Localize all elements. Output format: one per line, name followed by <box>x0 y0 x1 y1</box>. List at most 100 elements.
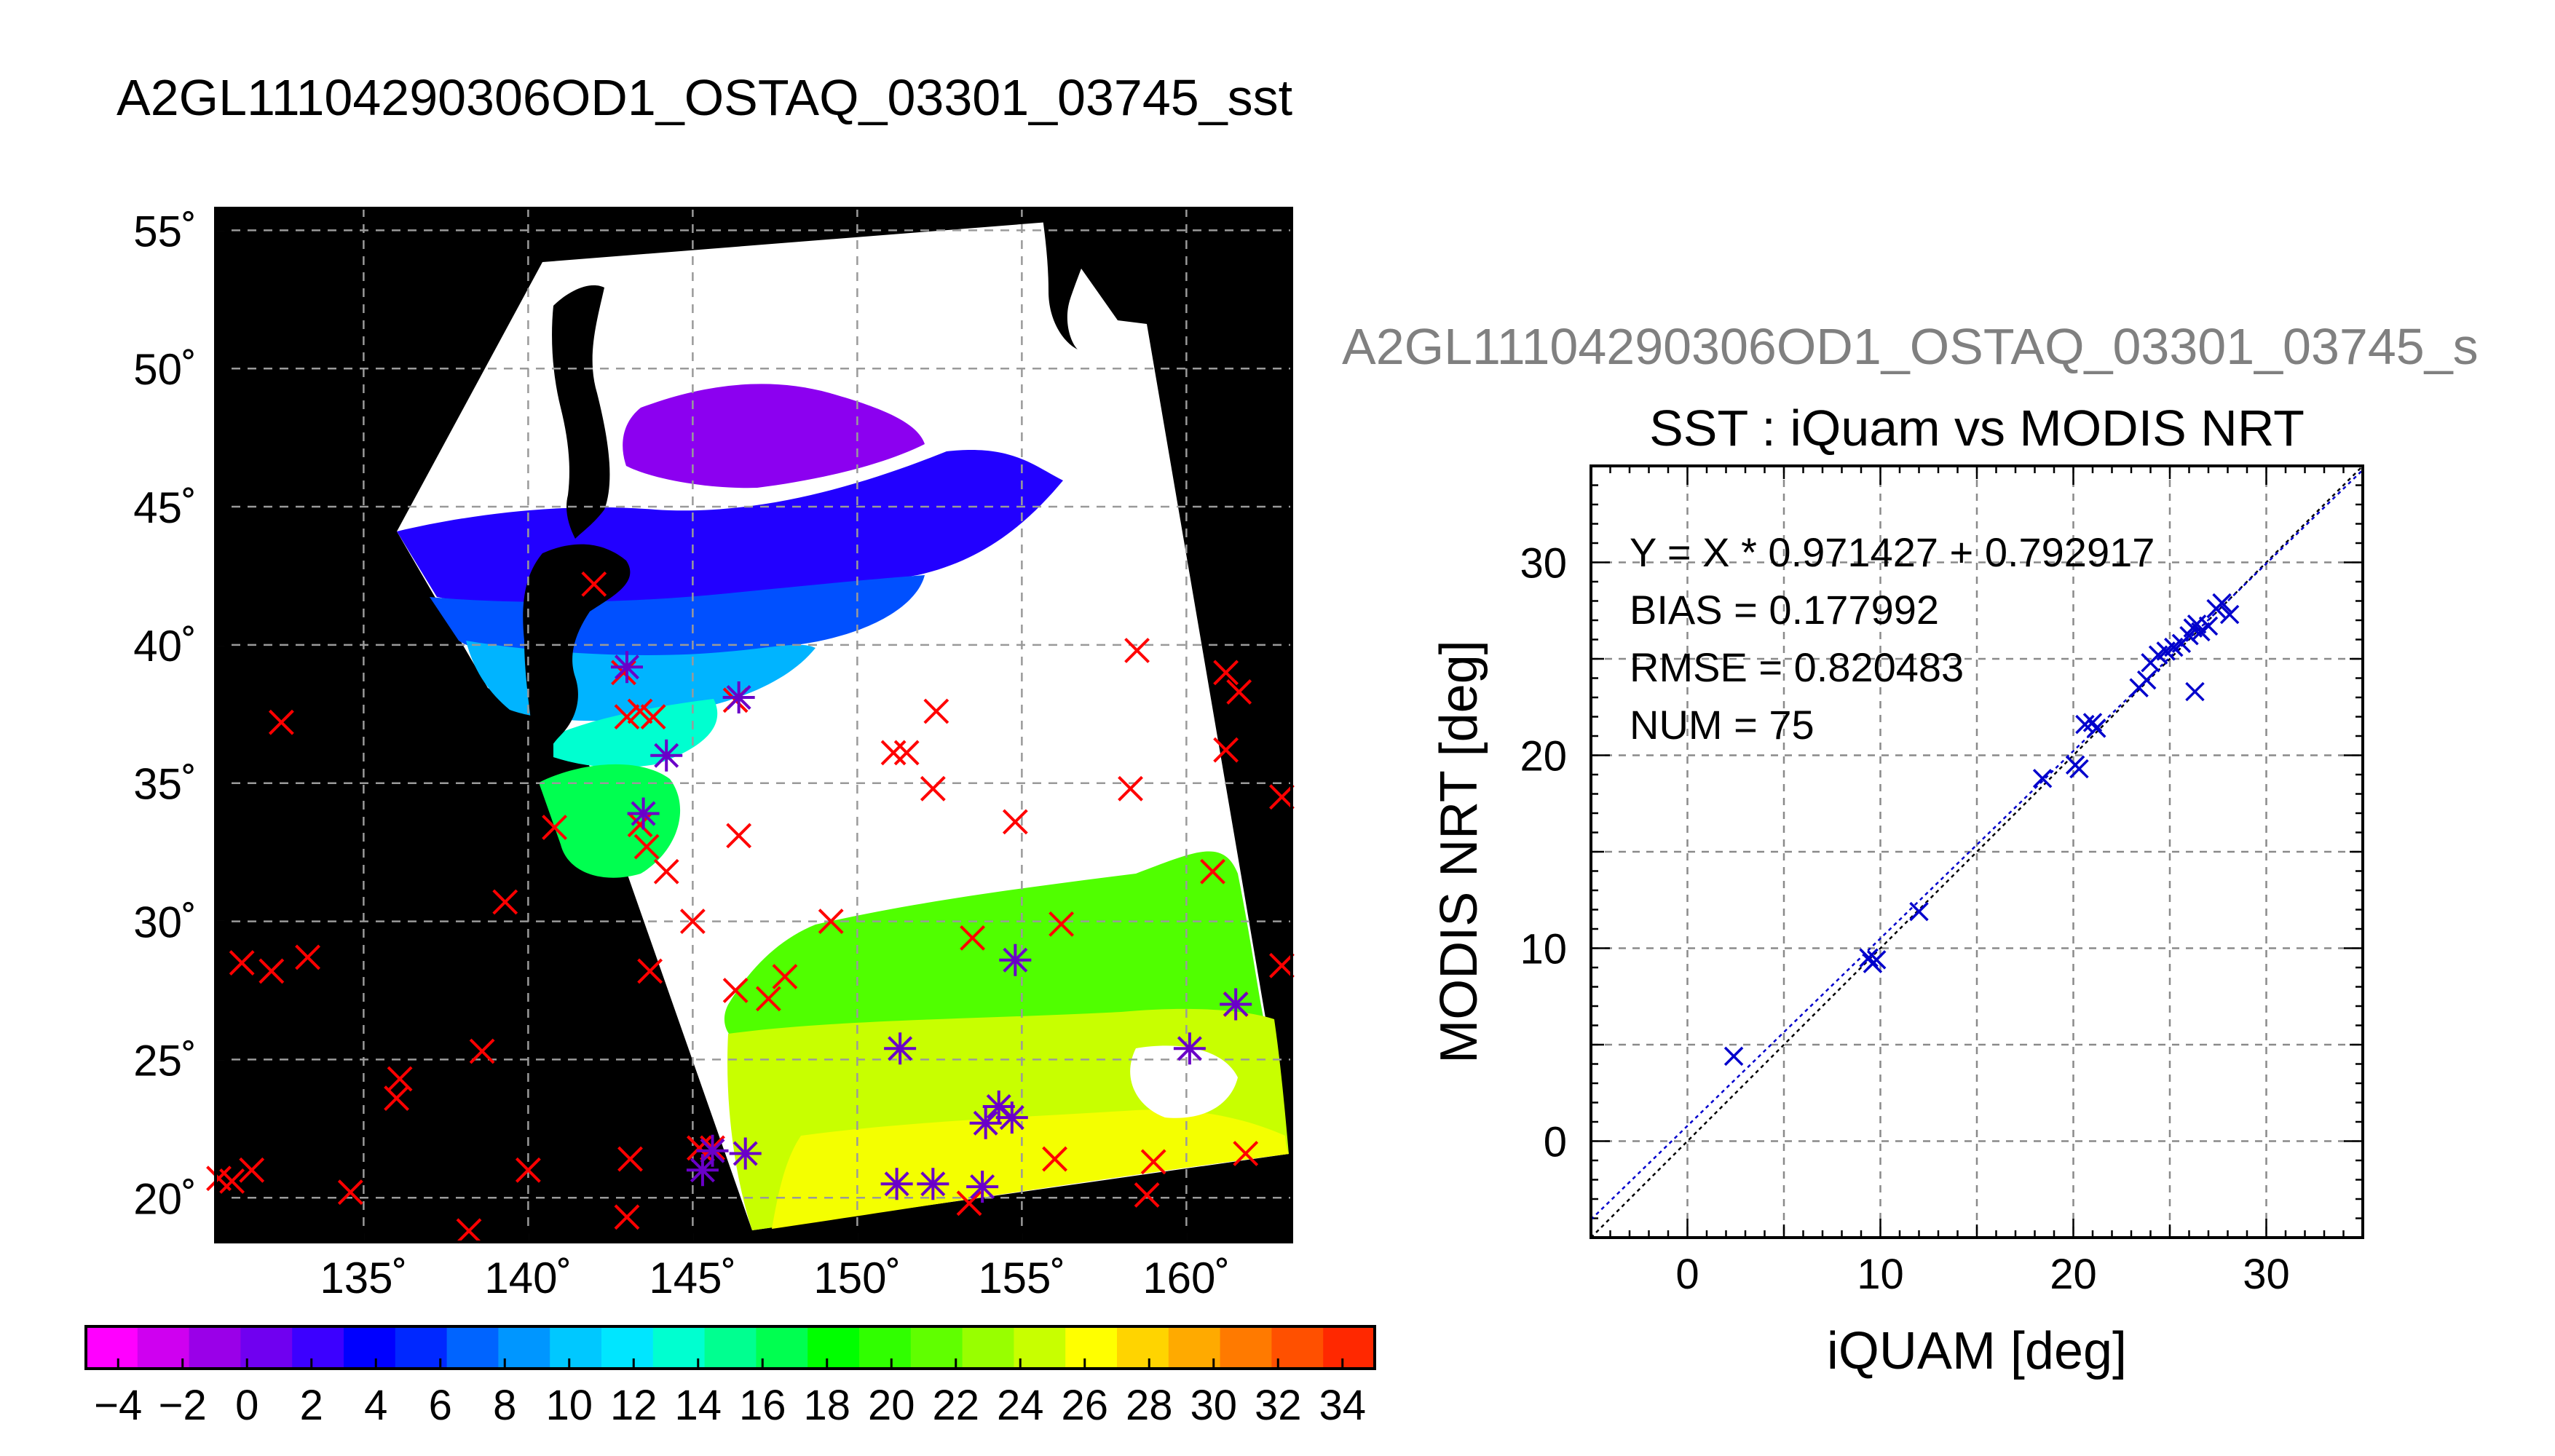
scatter-point <box>2075 714 2095 735</box>
map-marker-red-x <box>755 986 781 1012</box>
colorbar-tick-label: 32 <box>1255 1382 1302 1429</box>
map-lat-tick-label: 40˚ <box>133 622 197 670</box>
map-marker-red-x <box>637 958 663 984</box>
scatter-point <box>1723 1046 1744 1067</box>
map-marker-star <box>999 943 1032 976</box>
map-marker-red-x <box>1002 809 1028 835</box>
map-marker-red-x <box>772 964 798 989</box>
colorbar-cell <box>1065 1326 1118 1369</box>
scatter-annotation: Y = X * 0.971427 + 0.792917 <box>1630 529 2155 575</box>
colorbar-cell <box>859 1326 912 1369</box>
colorbar-cell <box>1220 1326 1272 1369</box>
map-marker-red-x <box>384 1085 410 1111</box>
colorbar-tick-label: 18 <box>803 1382 850 1429</box>
map-lon-tick-label: 145˚ <box>649 1254 736 1302</box>
map-marker-red-x <box>653 858 679 885</box>
map-marker-red-x <box>1124 638 1150 663</box>
scatter-point <box>2087 719 2106 738</box>
colorbar-cell <box>344 1326 396 1369</box>
map-lat-labels: 20˚ 25˚ 30˚ 35˚ 40˚ 45˚ 50˚ 55˚ <box>133 207 197 1223</box>
map-lon-tick-label: 140˚ <box>484 1254 572 1302</box>
colorbar-cell <box>1168 1326 1221 1369</box>
scatter-annotation: RMSE = 0.820483 <box>1630 644 1964 690</box>
colorbar-cell <box>652 1326 706 1369</box>
land-mask <box>523 208 1107 772</box>
map-marker-red-x <box>920 775 946 802</box>
scatter-point <box>1909 901 1929 922</box>
scatter-point <box>2082 713 2103 732</box>
map-marker-star <box>917 1168 949 1200</box>
map-marker-red-x <box>581 571 607 597</box>
scatter-y-tick-label: 0 <box>1544 1119 1567 1166</box>
scatter-point <box>1866 950 1887 970</box>
colorbar-cell <box>962 1326 1014 1369</box>
map-marker-red-x <box>627 698 653 724</box>
map-marker-red-x <box>542 815 567 840</box>
map-marker-star <box>610 651 643 684</box>
colorbar-cell <box>240 1326 293 1369</box>
scatter-point <box>2212 593 2232 613</box>
colorbar-tick-label: 28 <box>1126 1382 1173 1429</box>
map-lon-labels: 135˚ 140˚ 145˚ 150˚ 155˚ 160˚ <box>320 1254 1230 1302</box>
scatter-point <box>2191 622 2211 642</box>
map-marker-star <box>650 739 683 772</box>
map-marker-red-x <box>1049 911 1075 937</box>
scatter-point <box>1859 948 1879 968</box>
map-panel: 20˚ 25˚ 30˚ 35˚ 40˚ 45˚ 50˚ 55˚ 135˚ 140˚ 145˚ 150… <box>133 207 1295 1302</box>
map-marker-star <box>880 1168 913 1200</box>
colorbar: −4 −2 0 2 4 6 8 10 12 14 16 18 20 22 24 26 28 30 32 34 <box>84 1325 1376 1429</box>
scatter-points <box>1723 593 2240 1067</box>
map-marker-red-x <box>268 709 294 735</box>
scatter-annotation: NUM = 75 <box>1630 702 1814 748</box>
map-marker-red-x <box>219 1168 245 1194</box>
colorbar-tick-label: −4 <box>94 1382 142 1429</box>
colorbar-tick-label: 24 <box>997 1382 1044 1429</box>
colorbar-tick-label: 34 <box>1319 1382 1366 1429</box>
map-marker-red-x <box>515 1157 541 1183</box>
map-marker-red-x <box>229 950 255 976</box>
sst-patch-green-south <box>724 851 1267 1056</box>
map-marker-red-x <box>880 740 907 766</box>
map-marker-red-x <box>1042 1146 1067 1172</box>
map-marker-star <box>969 1107 1002 1139</box>
colorbar-tick-label: 6 <box>429 1382 452 1429</box>
map-marker-red-x <box>456 1218 482 1244</box>
map-marker-star <box>1220 988 1252 1021</box>
map-marker-red-x <box>1213 660 1239 686</box>
colorbar-labels: −4 −2 0 2 4 6 8 10 12 14 16 18 20 22 24 26 28 30 32 34 <box>94 1358 1366 1429</box>
scatter-y-tick-label: 20 <box>1520 733 1567 780</box>
map-marker-star <box>627 797 660 830</box>
colorbar-cell <box>601 1326 654 1369</box>
map-lat-tick-label: 20˚ <box>133 1174 197 1223</box>
colorbar-tick-label: 12 <box>610 1382 657 1429</box>
colorbar-cell <box>292 1326 344 1369</box>
colorbar-cell <box>910 1326 963 1369</box>
map-marker-red-x <box>1200 858 1225 885</box>
map-lat-tick-label: 35˚ <box>133 760 197 809</box>
map-marker-star <box>696 1134 729 1167</box>
scatter-annotations: Y = X * 0.971427 + 0.792917 BIAS = 0.1779… <box>1630 529 2155 748</box>
colorbar-cell <box>1271 1326 1324 1369</box>
map-marker-red-x <box>923 698 949 724</box>
map-marker-red-x <box>960 925 985 951</box>
colorbar-cell <box>704 1326 757 1369</box>
map-marker-red-x <box>337 1179 363 1206</box>
map-marker-star <box>995 1101 1028 1134</box>
sst-patch-cyan <box>553 699 718 768</box>
colorbar-cell <box>137 1326 190 1369</box>
scatter-ylabel: MODIS NRT [deg] <box>1430 640 1488 1064</box>
scatter-x-tick-label: 20 <box>2050 1251 2097 1298</box>
map-marker-red-x <box>469 1038 495 1064</box>
colorbar-cell <box>1117 1326 1169 1369</box>
colorbar-cells <box>86 1326 1375 1369</box>
colorbar-tick-label: 0 <box>235 1382 258 1429</box>
colorbar-tick-label: 22 <box>932 1382 979 1429</box>
map-marker-star <box>729 1137 762 1170</box>
map-lon-tick-label: 160˚ <box>1142 1254 1230 1302</box>
map-marker-red-x <box>1269 784 1295 810</box>
scatter-y-tick-label: 30 <box>1520 540 1567 587</box>
colorbar-tick-label: 20 <box>868 1382 915 1429</box>
colorbar-tick-label: 30 <box>1190 1382 1237 1429</box>
map-marker-red-x <box>679 909 706 934</box>
